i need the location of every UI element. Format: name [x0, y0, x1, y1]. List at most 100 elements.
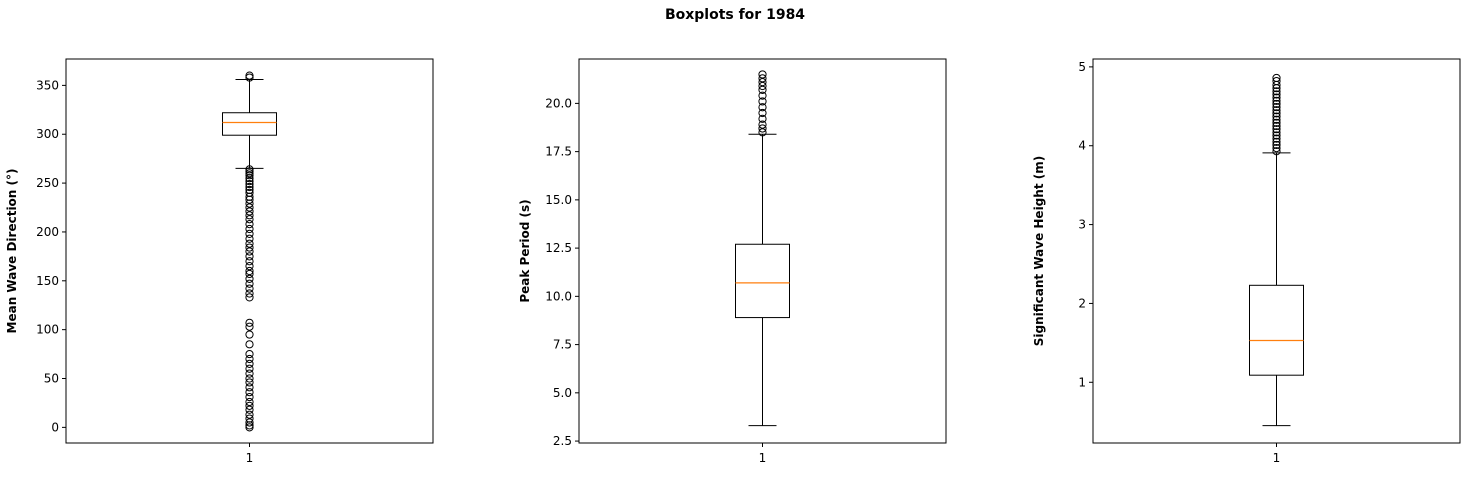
outlier-point: [1272, 118, 1281, 127]
outlier-point: [245, 220, 254, 229]
outlier-point: [1272, 96, 1281, 105]
figure-title: Boxplots for 1984: [664, 7, 806, 23]
outlier-point: [1272, 87, 1281, 96]
outlier-point: [245, 322, 254, 331]
y-tick: 100: [36, 323, 66, 337]
y-tick-label: 1: [1078, 375, 1086, 389]
outlier-point: [1272, 76, 1281, 86]
y-tick-label: 7.5: [553, 338, 572, 352]
y-axis-label: Significant Wave Height (m): [1032, 156, 1046, 346]
outlier-point: [245, 274, 254, 283]
outlier-point: [245, 266, 254, 276]
outlier-point: [245, 293, 254, 302]
outlier-point: [245, 71, 254, 80]
outlier-point: [245, 165, 254, 174]
y-tick-label: 17.5: [545, 145, 572, 159]
y-tick-label: 0: [51, 420, 59, 434]
outlier-point: [245, 269, 254, 279]
y-tick: 15.0: [545, 193, 579, 207]
x-tick-label: 1: [759, 451, 767, 465]
outlier-point: [245, 330, 254, 339]
outlier-point: [758, 114, 767, 123]
panel-2: 2.5 5.0 7.5 10.0 12.5 15.0 17.5 20.0 1 Peak Perio…: [518, 58, 947, 465]
outlier-point: [245, 185, 254, 195]
outlier-point: [1272, 90, 1281, 99]
y-tick: 2: [1078, 296, 1093, 310]
outlier-point: [758, 97, 767, 106]
outlier-point: [245, 182, 254, 192]
outlier-point: [245, 340, 254, 349]
x-tick: 1: [759, 443, 767, 465]
y-tick-label: 5.0: [553, 386, 572, 400]
outlier-point: [758, 85, 767, 94]
outlier-point: [245, 401, 254, 410]
outlier-point: [245, 252, 254, 261]
outlier-point: [245, 188, 254, 197]
outlier-point: [245, 234, 254, 243]
outlier-point: [1272, 93, 1281, 102]
outlier-point: [245, 229, 254, 239]
outlier-point: [245, 388, 254, 397]
y-tick-label: 12.5: [545, 241, 572, 255]
outlier-point: [245, 215, 254, 224]
y-tick-label: 20.0: [545, 96, 572, 110]
outlier-point: [245, 207, 254, 216]
iqr-box: [735, 243, 790, 319]
outlier-point: [245, 374, 254, 383]
outlier-point: [245, 211, 254, 220]
y-tick: 12.5: [545, 241, 579, 255]
outlier-point: [245, 369, 254, 378]
iqr-box: [222, 112, 277, 136]
outlier-point: [245, 418, 254, 427]
outlier-point: [245, 392, 254, 402]
y-tick-label: 100: [36, 323, 59, 337]
outlier-point: [1272, 147, 1281, 156]
panel-1: 0 50 100 150 200 250 300 350 1 Mean Wave Directio…: [5, 58, 434, 465]
outlier-point: [245, 224, 254, 234]
outlier-point: [1272, 112, 1281, 121]
outlier-point: [1272, 73, 1281, 83]
outlier-point: [245, 414, 254, 423]
outlier-point: [1272, 106, 1281, 115]
y-tick: 0: [51, 420, 66, 434]
y-tick-label: 50: [44, 372, 59, 386]
outlier-point: [245, 284, 254, 293]
outlier-point: [245, 318, 254, 327]
outlier-point: [245, 354, 254, 364]
outlier-point: [1272, 121, 1281, 131]
outlier-point: [245, 243, 254, 252]
y-tick: 300: [36, 127, 66, 141]
y-tick: 3: [1078, 218, 1093, 232]
outlier-point: [1272, 109, 1281, 118]
outlier-point: [245, 405, 254, 414]
outlier-point: [1272, 115, 1281, 124]
y-tick-label: 250: [36, 176, 59, 190]
outlier-point: [758, 74, 767, 83]
outlier-point: [758, 103, 767, 112]
y-axis-label: Mean Wave Direction (°): [5, 169, 19, 334]
outlier-point: [245, 359, 254, 368]
outlier-point: [1272, 140, 1281, 150]
y-tick-label: 300: [36, 127, 59, 141]
outlier-point: [1272, 137, 1281, 146]
outlier-point: [758, 124, 767, 133]
outlier-point: [245, 257, 254, 266]
y-tick: 10.0: [545, 289, 579, 303]
outlier-point: [758, 70, 767, 79]
outlier-point: [1272, 125, 1281, 134]
outlier-point: [1272, 99, 1281, 109]
outlier-point: [245, 262, 254, 271]
x-tick: 1: [246, 443, 253, 465]
y-tick: 20.0: [545, 96, 579, 110]
y-tick-label: 150: [36, 274, 59, 288]
y-tick: 5.0: [553, 386, 579, 400]
outlier-point: [1272, 134, 1281, 143]
y-tick: 250: [36, 176, 66, 190]
y-tick-label: 15.0: [545, 193, 572, 207]
y-tick: 4: [1078, 139, 1093, 153]
y-tick: 1: [1078, 375, 1093, 389]
outlier-point: [1272, 102, 1281, 112]
y-tick: 150: [36, 274, 66, 288]
y-tick-label: 350: [36, 78, 59, 92]
